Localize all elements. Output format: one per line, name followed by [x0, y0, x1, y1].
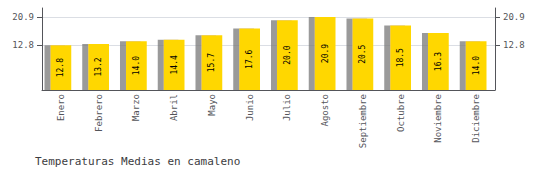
- svg-text:20.9: 20.9: [12, 12, 34, 22]
- svg-text:12.8: 12.8: [12, 40, 34, 50]
- svg-text:Julio: Julio: [282, 94, 292, 121]
- svg-text:18.5: 18.5: [396, 48, 405, 67]
- svg-text:20.0: 20.0: [283, 45, 292, 64]
- svg-text:12.8: 12.8: [503, 40, 525, 50]
- svg-text:Marzo: Marzo: [131, 94, 141, 121]
- svg-text:17.6: 17.6: [245, 49, 254, 68]
- svg-text:20.9: 20.9: [321, 44, 330, 63]
- svg-text:14.4: 14.4: [170, 55, 179, 74]
- svg-text:16.3: 16.3: [434, 52, 443, 71]
- svg-text:14.0: 14.0: [472, 56, 481, 75]
- svg-text:12.8: 12.8: [56, 58, 65, 77]
- svg-text:Septiembre: Septiembre: [358, 94, 368, 148]
- svg-text:Agosto: Agosto: [320, 94, 330, 127]
- svg-text:Noviembre: Noviembre: [433, 94, 443, 143]
- svg-text:15.7: 15.7: [207, 53, 216, 72]
- svg-text:Octubre: Octubre: [396, 94, 406, 132]
- svg-text:Mayo: Mayo: [207, 94, 217, 116]
- svg-text:Enero: Enero: [56, 94, 66, 121]
- svg-text:20.9: 20.9: [503, 12, 525, 22]
- svg-text:Junio: Junio: [245, 94, 255, 121]
- svg-text:20.5: 20.5: [358, 44, 367, 63]
- svg-text:13.2: 13.2: [94, 57, 103, 76]
- svg-text:Febrero: Febrero: [94, 94, 104, 132]
- svg-text:Temperaturas Medias en camalen: Temperaturas Medias en camaleno: [35, 155, 240, 168]
- svg-text:Abril: Abril: [169, 94, 179, 121]
- svg-text:14.0: 14.0: [132, 56, 141, 75]
- svg-text:Diciembre: Diciembre: [471, 94, 481, 143]
